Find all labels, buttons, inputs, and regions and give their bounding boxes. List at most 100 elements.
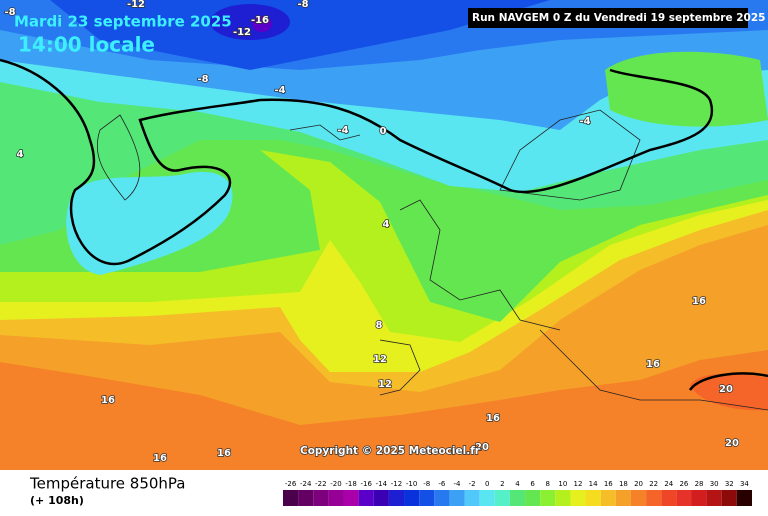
legend-swatch [691,490,707,506]
legend-swatch [555,490,571,506]
legend-swatch [464,490,480,506]
forecast-date: Mardi 23 septembre 2025 [14,13,232,31]
legend-label: -16 [360,480,372,488]
contour-label: 16 [101,395,115,406]
legend-label: 26 [679,480,688,488]
contour-label: -8 [297,0,308,10]
legend-label: 8 [546,480,550,488]
contour-label: -12 [233,27,251,38]
legend-swatch [479,490,495,506]
legend-label: -2 [469,480,476,488]
temperature-field [0,0,768,470]
legend-swatch [494,490,510,506]
contour-label: -16 [251,15,269,26]
legend-swatch [525,490,541,506]
legend-label: 4 [515,480,520,488]
contour-label: 8 [376,320,383,331]
contour-label: -4 [579,116,590,127]
contour-label: 20 [475,442,489,453]
contour-label: 16 [486,413,500,424]
contour-label: 12 [378,379,392,390]
contour-label: -4 [274,85,285,96]
legend-swatch [404,490,420,506]
contour-label: 0 [380,126,387,137]
legend-swatch [358,490,374,506]
legend-swatch [706,490,722,506]
legend-label: -4 [453,480,461,488]
footer-title: Température 850hPa [29,475,186,493]
legend-swatch [298,490,314,506]
legend-swatch [630,490,647,506]
contour-label: 20 [719,384,733,395]
legend-swatch [313,490,329,506]
isotherm [688,372,768,391]
legend-swatch [540,490,556,506]
legend-swatch [721,490,737,506]
color-legend: -26 -24 -22 -20 -18 -16 -14 -12 -10 -8 -6 -4 -2 0 2 4 6 8… [283,480,752,506]
copyright: Copyright © 2025 Meteociel.fr [300,445,481,457]
contour-label: 16 [153,453,167,464]
legend-label: -14 [376,480,388,488]
legend-label: -24 [300,480,312,488]
contour-label: 20 [725,438,739,449]
contour-label: 4 [383,219,390,230]
legend-swatch [328,490,344,506]
legend-label: 30 [710,480,719,488]
legend-swatch [449,490,465,506]
contour-label: 12 [373,354,387,365]
contour-label: -8 [197,74,208,85]
legend-swatch [600,490,616,506]
legend-label: 12 [574,480,583,488]
legend-label: 2 [500,480,504,488]
legend-swatch [283,490,299,506]
contour-label: -4 [337,125,348,136]
legend-label: 14 [589,480,598,488]
legend-label: -22 [315,480,326,488]
contour-label: -8 [4,7,15,18]
legend-label: -10 [406,480,417,488]
legend-label: 6 [530,480,535,488]
legend-label: 28 [695,480,704,488]
legend-label: 22 [649,480,658,488]
legend-label: 24 [664,480,673,488]
legend-swatch [615,490,631,506]
legend-label: 10 [558,480,567,488]
forecast-time: 14:00 locale [18,33,155,57]
coastlines [96,109,768,411]
legend-swatch [419,490,435,506]
run-info: Run NAVGEM 0 Z du Vendredi 19 septembre … [472,12,765,24]
contour-label: 16 [646,359,660,370]
legend-swatch [373,490,389,506]
legend-swatch [343,490,359,506]
contour-label: 16 [217,448,231,459]
legend-swatch [509,490,526,506]
legend-label: -6 [438,480,446,488]
legend-swatch [646,490,662,506]
footer-lead: (+ 108h) [30,494,84,507]
legend-swatch [434,490,450,506]
zero-isotherm [0,58,714,266]
legend-label: 34 [740,480,749,488]
legend-label: -8 [423,480,430,488]
contour-label: 4 [17,149,24,160]
contour-label: 16 [692,296,706,307]
legend-swatch [736,490,752,506]
legend-label: 18 [619,480,628,488]
contour-label: -12 [127,0,145,10]
legend-swatch [676,490,692,506]
legend-label: 0 [485,480,489,488]
legend-label: 16 [604,480,613,488]
legend-swatch [661,490,677,506]
legend-label: -20 [330,480,341,488]
legend-swatch [570,490,586,506]
run-box [468,8,748,28]
legend-label: 20 [634,480,643,488]
legend-swatch [585,490,601,506]
legend-label: -18 [345,480,356,488]
legend-label: 32 [725,480,734,488]
legend-swatch [388,490,405,506]
legend-label: -12 [391,480,402,488]
legend-label: -26 [285,480,297,488]
